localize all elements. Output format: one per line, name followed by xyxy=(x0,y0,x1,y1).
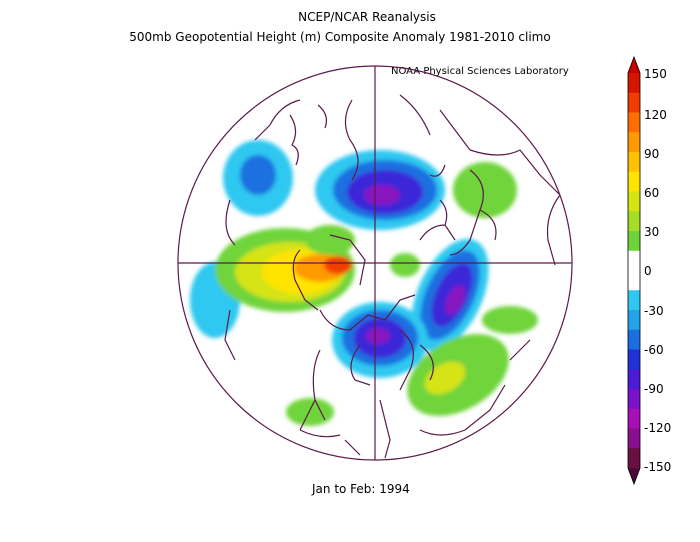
colorbar-segment xyxy=(628,191,640,212)
colorbar-tick: 60 xyxy=(644,186,660,200)
colorbar-segment xyxy=(628,389,640,410)
colorbar-segment xyxy=(628,310,640,331)
colorbar-tick: -90 xyxy=(644,382,664,396)
colorbar-segment xyxy=(628,270,640,291)
anomaly-region xyxy=(482,306,538,334)
colorbar-tick: 90 xyxy=(644,147,660,161)
anomaly-region xyxy=(286,398,334,426)
colorbar-tick: 30 xyxy=(644,225,660,239)
colorbar-segment xyxy=(628,408,640,429)
colorbar-tick: 150 xyxy=(644,67,667,81)
colorbar-segment xyxy=(628,132,640,153)
anomaly-region xyxy=(390,253,420,277)
colorbar-tick: 0 xyxy=(644,264,652,278)
colorbar-min-arrow xyxy=(628,468,640,484)
anomaly-region xyxy=(453,162,517,218)
anomaly-region xyxy=(305,225,355,255)
anomaly-region xyxy=(366,328,390,344)
colorbar-segment xyxy=(628,290,640,311)
colorbar-segment xyxy=(628,171,640,192)
map-outline xyxy=(177,65,573,461)
anomaly-region xyxy=(240,155,276,195)
title-line-1: NCEP/NCAR Reanalysis xyxy=(298,10,436,24)
anomaly-region xyxy=(424,361,466,395)
colorbar-tick: 120 xyxy=(644,108,667,122)
anomaly-region xyxy=(324,256,352,274)
colorbar-segment xyxy=(628,73,640,94)
colorbar-segment xyxy=(628,250,640,271)
colorbar-segment xyxy=(628,329,640,350)
colorbar-segment xyxy=(628,211,640,232)
colorbar-segment xyxy=(628,92,640,113)
colorbar-segment xyxy=(628,152,640,173)
colorbar-segment xyxy=(628,231,640,252)
colorbar-tick: -150 xyxy=(644,460,672,474)
credit-label: NOAA Physical Sciences Laboratory xyxy=(391,66,569,77)
anomaly-region xyxy=(364,185,400,205)
period-label: Jan to Feb: 1994 xyxy=(312,482,410,496)
colorbar-tick: -120 xyxy=(644,421,672,435)
colorbar-segment xyxy=(628,369,640,390)
colorbar-segment xyxy=(628,112,640,133)
colorbar-tick: -60 xyxy=(644,343,664,357)
title-line-2: 500mb Geopotential Height (m) Composite … xyxy=(129,30,551,44)
anomaly-region xyxy=(445,285,465,315)
colorbar-max-arrow xyxy=(628,57,640,73)
colorbar-segment xyxy=(628,428,640,449)
colorbar xyxy=(627,55,641,486)
colorbar-segment xyxy=(628,448,640,469)
colorbar-tick: -30 xyxy=(644,304,664,318)
colorbar-frame xyxy=(627,55,641,486)
colorbar-segment xyxy=(628,349,640,370)
